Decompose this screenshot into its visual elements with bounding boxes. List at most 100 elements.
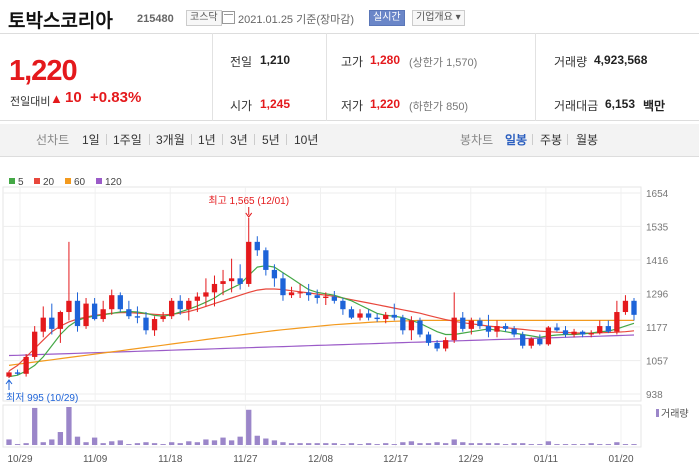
candle-body (365, 313, 372, 318)
candle-body (434, 342, 440, 349)
ma5-line (8, 265, 635, 378)
volume-legend: 거래량 (656, 408, 689, 420)
tab-weekly[interactable]: 주봉 (540, 133, 563, 147)
tab-3m[interactable]: 3개월 (156, 133, 185, 147)
candle-body (340, 300, 346, 310)
volume-value: 4,923,568 (594, 53, 648, 67)
company-overview-button[interactable]: 기업개요 ▾ (412, 10, 465, 26)
up-arrow-icon: ▲ (50, 91, 63, 106)
volume-bar (297, 443, 303, 445)
prev-close-label: 전일 (230, 55, 253, 69)
candle-body (588, 333, 594, 335)
y-tick-label: 1177 (646, 323, 668, 334)
amount-label: 거래대금 (554, 99, 599, 113)
candle-body (417, 320, 423, 335)
tab-daily[interactable]: 일봉 (505, 133, 528, 147)
volume-bar (271, 440, 278, 445)
candle-body (40, 317, 46, 332)
summary-panel (0, 33, 699, 121)
candle-body (323, 296, 329, 298)
realtime-button[interactable]: 실시간 (369, 10, 405, 26)
chart-period-tabs (0, 124, 699, 157)
legend-label: 120 (105, 177, 122, 188)
candle-body (306, 292, 312, 296)
volume-bar (211, 440, 218, 445)
volume-bar (177, 443, 183, 445)
x-tick-label: 10/29 (7, 454, 32, 465)
candle-body (442, 340, 449, 349)
tab-1d[interactable]: 1일 (82, 133, 100, 147)
candle-body (348, 309, 355, 318)
candle-body (160, 316, 166, 320)
volume-bar (477, 443, 483, 445)
volume-bar (280, 442, 286, 445)
candle-body (177, 300, 183, 310)
candle-body (520, 334, 526, 346)
candle-body (357, 313, 363, 318)
moving-average-lines (8, 265, 635, 378)
legend-swatch (65, 178, 71, 184)
legend-swatch (34, 178, 40, 184)
candle-body (391, 314, 397, 318)
candle-body (23, 356, 29, 374)
candle-body (400, 317, 406, 331)
amount-value: 6,153 (605, 97, 636, 111)
candle-body (288, 292, 295, 296)
volume-bar (400, 442, 406, 445)
candle-body (477, 320, 483, 327)
y-tick-label: 1535 (646, 222, 669, 233)
candle-body (631, 300, 637, 315)
volume-bar (91, 437, 98, 445)
candle-body (297, 292, 303, 294)
volume-bar (417, 443, 423, 445)
candle-body (186, 300, 192, 310)
volume-bar (614, 442, 620, 445)
candle-body (597, 326, 603, 334)
volume-bar (588, 443, 594, 445)
divider (212, 33, 213, 121)
candle-body (83, 303, 89, 327)
candle-body (451, 317, 457, 341)
candle-body (614, 312, 620, 332)
divider (254, 134, 255, 145)
change-label: 전일대비 (10, 96, 51, 108)
low-value: 1,220 (370, 97, 401, 111)
volume-bar (597, 444, 603, 445)
legend-swatch (9, 178, 15, 184)
candle-body (511, 328, 517, 335)
volume-bar (365, 443, 372, 445)
volume-bar (23, 443, 29, 445)
volume-bar (460, 442, 466, 445)
tab-1w[interactable]: 1주일 (113, 133, 142, 147)
tab-5y[interactable]: 5년 (262, 133, 280, 147)
prev-close-value: 1,210 (260, 53, 291, 67)
amount-unit: 백만 (643, 99, 666, 113)
volume-bar (502, 444, 509, 445)
volume-legend-swatch (656, 409, 659, 417)
x-tick-label: 01/20 (608, 454, 633, 465)
candle-body (331, 296, 337, 301)
open-label: 시가 (230, 99, 253, 113)
tab-1y[interactable]: 1년 (198, 133, 216, 147)
candle-series (6, 217, 637, 378)
chart-grid (3, 187, 641, 447)
divider (532, 134, 533, 145)
volume-bar (57, 432, 64, 445)
divider (191, 134, 192, 145)
volume-bar (203, 439, 209, 445)
current-price: 1,220 (9, 55, 78, 87)
volume-bar (468, 443, 474, 445)
candle-body (74, 300, 81, 327)
tab-10y[interactable]: 10년 (294, 133, 319, 147)
volume-bar (134, 443, 141, 445)
y-tick-label: 1416 (646, 256, 669, 267)
y-tick-label: 1654 (646, 189, 669, 200)
tab-monthly[interactable]: 월봉 (576, 133, 599, 147)
x-tick-label: 01/11 (534, 454, 559, 465)
x-tick-label: 11/27 (233, 454, 258, 465)
tab-3y[interactable]: 3년 (230, 133, 248, 147)
volume-bar (571, 444, 577, 445)
volume-bar (40, 442, 46, 445)
high-value: 1,280 (370, 53, 401, 67)
volume-bar (383, 443, 389, 445)
